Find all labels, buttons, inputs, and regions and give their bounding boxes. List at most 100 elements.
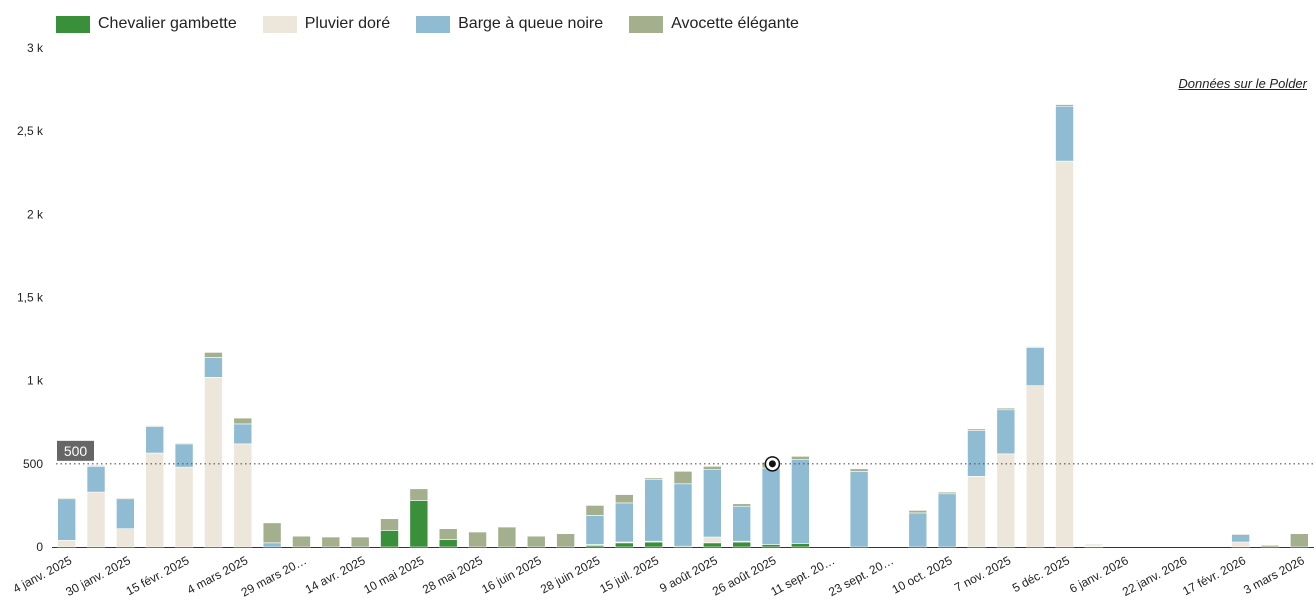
bar-segment-avocette-elegante — [673, 471, 693, 485]
legend-swatch — [416, 15, 451, 33]
bar-segment-avocette-elegante — [468, 531, 487, 548]
bar-segment-barge-a-queue-noire — [57, 498, 76, 541]
bar-segment-avocette-elegante — [292, 535, 311, 548]
bar-segment-avocette-elegante — [57, 497, 76, 500]
reference-label: 500 — [64, 443, 88, 459]
bar-segment-avocette-elegante — [233, 417, 253, 425]
bar-segment-pluvier-dore — [174, 466, 194, 548]
bar-segment-avocette-elegante — [732, 503, 751, 507]
bar-segment-avocette-elegante — [204, 352, 223, 358]
bar-segment-pluvier-dore — [703, 536, 722, 544]
legend-item-avocette-elegante[interactable]: Avocette élégante — [629, 15, 799, 33]
x-tick-label: 28 juin 2025 — [538, 553, 603, 596]
bar-segment-barge-a-queue-noire — [967, 430, 986, 477]
legend-label: Avocette élégante — [671, 15, 799, 32]
legend-item-barge-a-queue-noire[interactable]: Barge à queue noire — [416, 15, 603, 33]
bar-segment-pluvier-dore — [204, 377, 223, 548]
legend-swatch — [56, 15, 90, 33]
x-tick-label: 17 févr. 2026 — [1180, 553, 1248, 598]
bar-segment-barge-a-queue-noire — [791, 459, 810, 544]
bar-segment-avocette-elegante — [262, 522, 282, 544]
bar-segment-avocette-elegante — [174, 442, 194, 445]
bar-segment-chevalier-gambette — [732, 541, 751, 548]
bar-segment-pluvier-dore — [1025, 385, 1045, 548]
legend-label: Chevalier gambette — [98, 15, 237, 32]
legend-label: Barge à queue noire — [458, 15, 604, 32]
bar-segment-avocette-elegante — [615, 494, 634, 504]
bar-segment-chevalier-gambette — [703, 542, 722, 548]
bar-segment-chevalier-gambette — [438, 539, 458, 548]
bar-segment-avocette-elegante — [380, 518, 399, 531]
bar-segment-pluvier-dore — [996, 453, 1016, 548]
bar-segment-avocette-elegante — [1260, 545, 1280, 548]
x-tick-label: 30 janv. 2025 — [63, 553, 133, 599]
bar-segment-pluvier-dore — [86, 491, 106, 548]
bar-segment-avocette-elegante — [86, 465, 106, 467]
bar-segment-barge-a-queue-noire — [849, 471, 869, 548]
bar-segment-barge-a-queue-noire — [145, 426, 165, 454]
x-tick-label: 29 mars 20… — [239, 553, 309, 599]
bar-segment-avocette-elegante — [1055, 104, 1074, 107]
bar-segment-barge-a-queue-noire — [204, 357, 223, 378]
x-tick-label: 26 août 2025 — [710, 553, 779, 598]
bar-segment-pluvier-dore — [967, 476, 986, 548]
x-tick-label: 22 janv. 2026 — [1120, 553, 1190, 599]
bar-segment-avocette-elegante — [585, 505, 605, 516]
bar-segment-barge-a-queue-noire — [1025, 347, 1045, 386]
y-tick-label: 2 k — [27, 207, 44, 221]
bar-segment-barge-a-queue-noire — [908, 512, 928, 548]
bar-segment-avocette-elegante — [1290, 533, 1309, 548]
x-tick-label: 7 nov. 2025 — [952, 553, 1013, 595]
bar-segment-barge-a-queue-noire — [761, 467, 781, 545]
bar-segment-barge-a-queue-noire — [703, 469, 722, 538]
x-tick-label: 5 déc. 2025 — [1010, 553, 1072, 595]
bar-segment-avocette-elegante — [908, 510, 928, 514]
bar-segment-barge-a-queue-noire — [116, 498, 135, 530]
source-link[interactable]: Données sur le Polder — [1178, 76, 1307, 91]
x-tick-label: 16 juin 2025 — [479, 553, 544, 596]
x-tick-label: 11 sept. 20… — [768, 553, 837, 598]
bar-segment-barge-a-queue-noire — [585, 515, 605, 545]
legend-item-pluvier-dore[interactable]: Pluvier doré — [262, 15, 391, 33]
bar-segment-avocette-elegante — [937, 491, 957, 495]
y-tick-label: 2,5 k — [17, 124, 44, 138]
bar-segment-chevalier-gambette — [615, 542, 634, 548]
reference-label-box — [57, 440, 94, 461]
x-tick-label: 15 juil. 2025 — [597, 553, 661, 596]
bar-segment-pluvier-dore — [1055, 160, 1074, 548]
y-tick-label: 3 k — [27, 41, 44, 55]
bar-segment-chevalier-gambette — [761, 544, 781, 548]
bar-segment-avocette-elegante — [703, 466, 722, 470]
bar-segment-avocette-elegante — [644, 477, 663, 480]
y-tick-label: 1,5 k — [17, 291, 44, 305]
bar-segment-barge-a-queue-noire — [1231, 534, 1250, 543]
bar-segment-avocette-elegante — [409, 488, 429, 501]
bar-segment-avocette-elegante — [321, 536, 341, 548]
bar-segment-barge-a-queue-noire — [644, 479, 663, 542]
bar-segment-chevalier-gambette — [644, 541, 663, 548]
legend-swatch — [629, 15, 664, 33]
x-tick-label: 10 mai 2025 — [361, 553, 426, 597]
bar-segment-avocette-elegante — [145, 425, 165, 427]
x-tick-label: 14 avr. 2025 — [303, 553, 368, 597]
bar-segment-avocette-elegante — [497, 526, 517, 548]
bar-segment-chevalier-gambette — [791, 543, 810, 548]
bar-segment-avocette-elegante — [556, 533, 575, 548]
y-tick-label: 0 — [36, 540, 43, 554]
y-tick-label: 1 k — [27, 374, 44, 388]
y-tick-label: 500 — [23, 457, 43, 471]
bar-segment-barge-a-queue-noire — [233, 423, 253, 445]
legend-label: Pluvier doré — [304, 15, 391, 32]
legend-item-chevalier-gambette[interactable]: Chevalier gambette — [56, 15, 237, 33]
bar-segment-avocette-elegante — [1084, 544, 1104, 546]
hover-marker-dot — [768, 460, 776, 468]
bar-segment-avocette-elegante — [116, 497, 135, 500]
x-tick-label: 10 oct. 2025 — [890, 553, 955, 597]
x-tick-label: 28 mai 2025 — [420, 553, 485, 597]
bar-segment-pluvier-dore — [233, 443, 253, 548]
bar-segment-avocette-elegante — [1231, 533, 1250, 535]
bar-segment-barge-a-queue-noire — [996, 409, 1016, 455]
bar-segment-pluvier-dore — [145, 452, 165, 548]
x-tick-label: 23 sept. 20… — [826, 553, 896, 599]
legend-swatch — [262, 15, 297, 33]
